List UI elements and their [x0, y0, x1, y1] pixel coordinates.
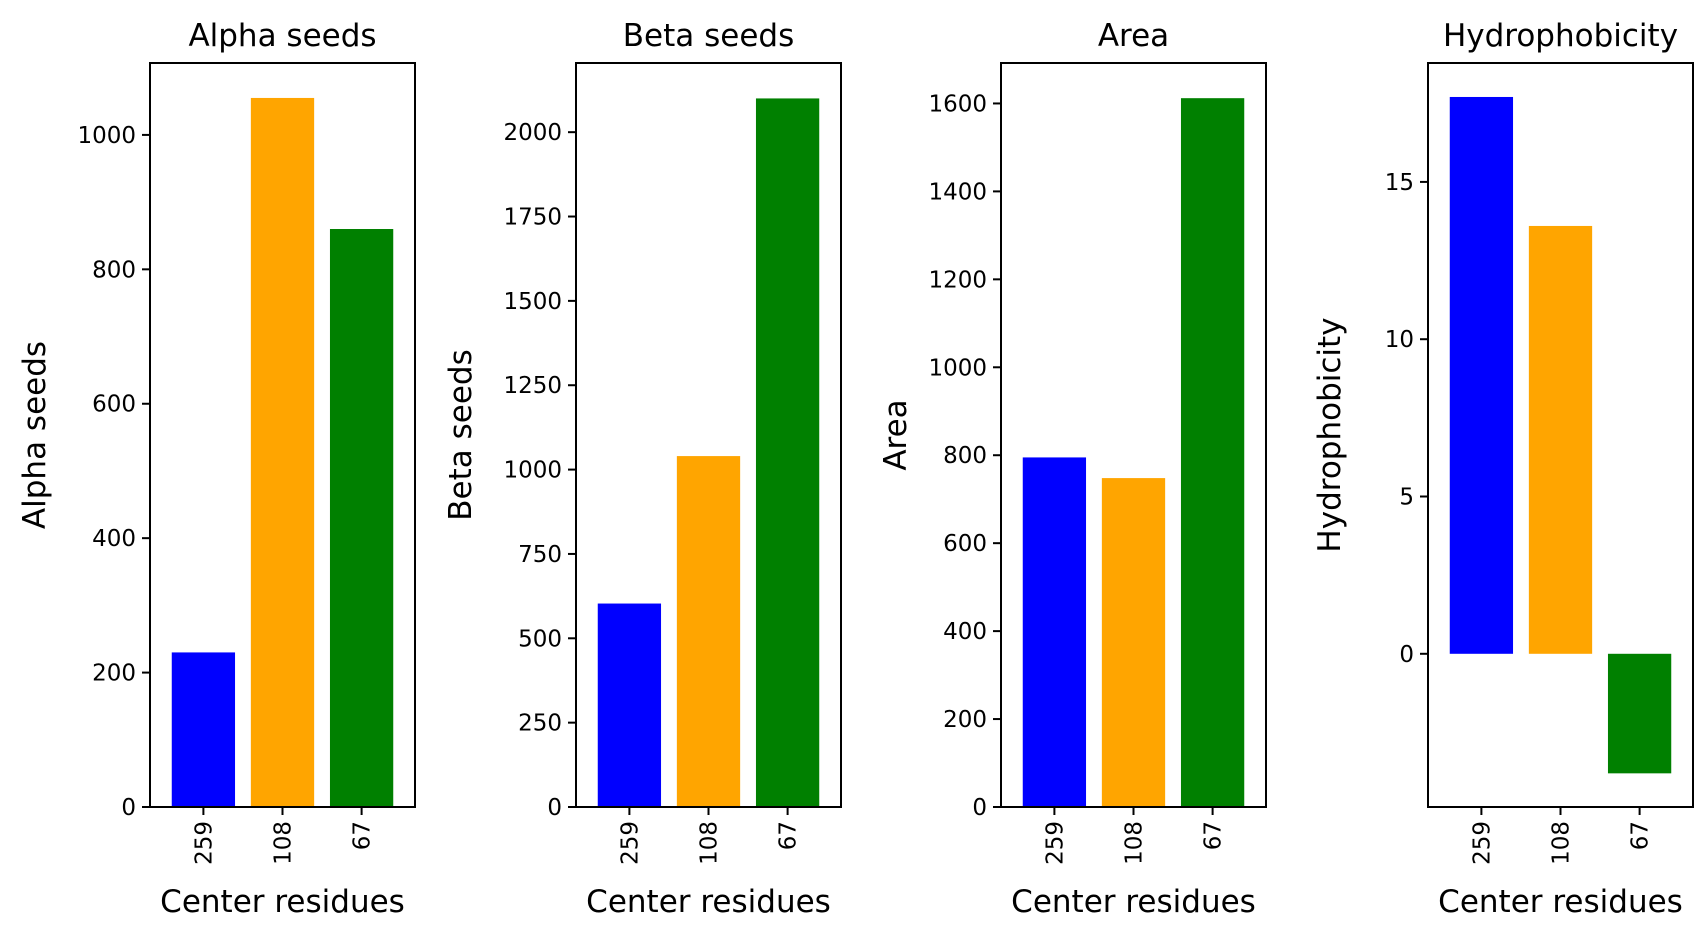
x-tick-label: 67 — [1201, 821, 1227, 850]
y-tick-label: 2000 — [503, 120, 562, 146]
x-tick-label: 67 — [350, 821, 376, 850]
plot-frame — [1000, 62, 1267, 808]
panel-title: Alpha seeds — [188, 18, 376, 54]
x-tick-label: 259 — [1469, 821, 1495, 865]
bar — [329, 229, 394, 807]
y-axis-label: Hydrophobicity — [1312, 317, 1348, 552]
x-tick-label: 259 — [191, 821, 217, 865]
y-tick-label: 0 — [547, 795, 562, 821]
y-tick-label: 400 — [92, 526, 136, 552]
x-tick-label: 67 — [1628, 821, 1654, 850]
y-tick-label: 750 — [518, 542, 562, 568]
y-tick-label: 10 — [1385, 327, 1414, 353]
plot-frame — [149, 62, 416, 808]
chart-panel: 259 108 67 0 200 400 600 800 1000 1200 1400 1600 Are… — [878, 18, 1267, 920]
bar — [1607, 653, 1672, 774]
y-tick-label: 250 — [518, 711, 562, 737]
bar — [1180, 98, 1245, 807]
y-tick-label: 1500 — [503, 289, 562, 315]
bar — [676, 456, 741, 807]
x-tick-label: 259 — [617, 821, 643, 865]
y-tick-label: 200 — [943, 707, 987, 733]
y-tick-label: 600 — [943, 531, 987, 557]
y-axis-label: Area — [878, 399, 914, 470]
y-tick-label: 800 — [943, 443, 987, 469]
y-tick-label: 800 — [92, 257, 136, 283]
y-tick-label: 1200 — [928, 267, 987, 293]
y-tick-label: 1750 — [503, 205, 562, 231]
panel-title: Beta seeds — [623, 18, 794, 54]
x-axis-label: Center residues — [1011, 884, 1256, 920]
y-tick-label: 1250 — [503, 373, 562, 399]
y-tick-label: 0 — [972, 795, 987, 821]
x-axis-label: Center residues — [160, 884, 405, 920]
x-tick-label: 259 — [1042, 821, 1068, 865]
x-tick-label: 108 — [1122, 821, 1148, 865]
y-tick-label: 600 — [92, 392, 136, 418]
bar — [1449, 96, 1514, 654]
y-axis-label: Alpha seeds — [17, 341, 53, 529]
plot-frame — [1427, 62, 1694, 808]
bar — [755, 98, 820, 807]
y-tick-label: 200 — [92, 661, 136, 687]
y-tick-label: 1000 — [503, 458, 562, 484]
x-tick-label: 108 — [1549, 821, 1575, 865]
panel-title: Hydrophobicity — [1443, 18, 1678, 54]
y-tick-label: 1000 — [928, 355, 987, 381]
y-tick-label: 0 — [1399, 642, 1414, 668]
y-tick-label: 1600 — [928, 91, 987, 117]
x-axis-label: Center residues — [1438, 884, 1683, 920]
bar — [250, 97, 315, 808]
plot-frame — [575, 62, 842, 808]
panel-title: Area — [1098, 18, 1169, 54]
chart-panel: 259 108 67 0 5 10 15 Hydrophobicity Center resid… — [1312, 18, 1694, 920]
bar — [171, 652, 236, 807]
bar — [597, 603, 662, 807]
bar — [1022, 457, 1087, 807]
y-tick-label: 15 — [1385, 170, 1414, 196]
chart-panel: 259 108 67 0 200 400 600 800 1000 Alpha seeds Cent… — [17, 18, 416, 920]
y-tick-label: 0 — [121, 795, 136, 821]
x-tick-label: 108 — [697, 821, 723, 865]
x-tick-label: 108 — [271, 821, 297, 865]
y-tick-label: 5 — [1399, 485, 1414, 511]
bar — [1528, 225, 1593, 654]
y-tick-label: 400 — [943, 619, 987, 645]
chart-panel: 259 108 67 0 250 500 750 1000 1250 1500 1750 2000 Be… — [443, 18, 842, 920]
y-tick-label: 1000 — [77, 123, 136, 149]
x-axis-label: Center residues — [586, 884, 831, 920]
bar — [1101, 478, 1166, 807]
y-tick-label: 500 — [518, 626, 562, 652]
y-axis-label: Beta seeds — [443, 349, 479, 520]
x-tick-label: 67 — [776, 821, 802, 850]
y-tick-label: 1400 — [928, 179, 987, 205]
